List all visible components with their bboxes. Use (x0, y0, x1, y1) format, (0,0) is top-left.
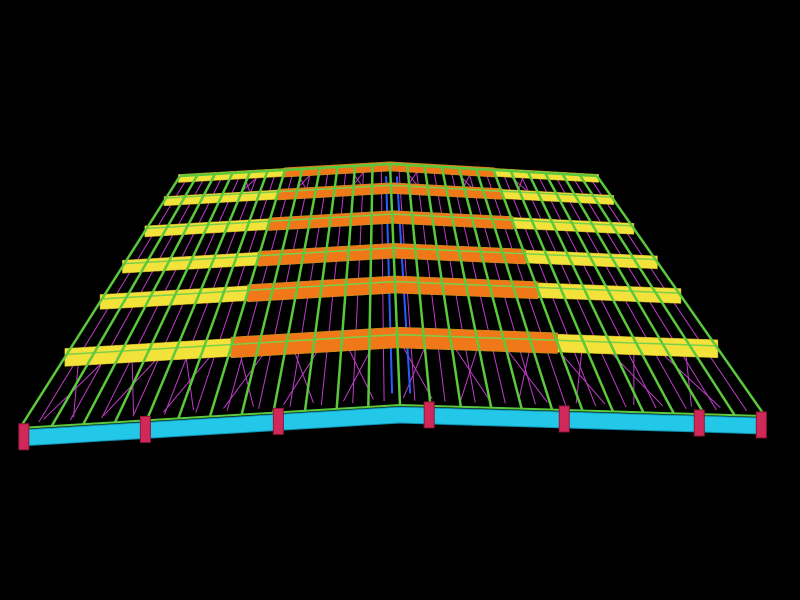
purlin (423, 165, 463, 408)
bracing (400, 342, 433, 400)
bracing (43, 359, 106, 420)
bracing (555, 347, 606, 405)
purlin (18, 175, 182, 429)
bracing (185, 354, 195, 411)
purlin (367, 164, 374, 407)
front-eave (19, 404, 401, 429)
purlin (208, 169, 287, 417)
purlin (526, 171, 645, 413)
purlin (578, 174, 736, 416)
column (272, 407, 284, 435)
bracing (659, 351, 721, 408)
purlin (544, 172, 675, 414)
purlin (303, 166, 339, 411)
bracing (452, 343, 491, 401)
bracing (460, 345, 479, 400)
column (139, 415, 151, 443)
column (693, 409, 705, 437)
column (18, 423, 30, 451)
bracing (73, 361, 79, 418)
purlin (457, 167, 523, 409)
purlin (113, 172, 234, 423)
purlin (272, 167, 322, 413)
bracing (163, 353, 214, 413)
purlin (335, 165, 357, 409)
bracing (402, 343, 428, 399)
purlin (475, 168, 554, 410)
bracing (518, 346, 531, 402)
bracing (503, 345, 548, 403)
column (558, 405, 570, 433)
column (755, 411, 767, 439)
bracing (685, 352, 693, 407)
bracing (239, 351, 254, 407)
purlin (145, 171, 252, 421)
back-eave (179, 162, 391, 178)
bracing (223, 349, 267, 409)
back-eave (389, 162, 598, 178)
purlin (82, 173, 217, 425)
purlin (406, 164, 432, 407)
column (423, 401, 435, 429)
purlin (509, 170, 615, 412)
purlin (240, 168, 304, 415)
purlin (50, 174, 199, 427)
purlin (561, 173, 706, 415)
purlin (595, 175, 767, 417)
purlin (177, 170, 269, 419)
purlin (440, 166, 493, 409)
purlin (388, 163, 402, 406)
bracing (283, 346, 321, 406)
bracing (292, 348, 314, 404)
purlin (492, 169, 584, 411)
